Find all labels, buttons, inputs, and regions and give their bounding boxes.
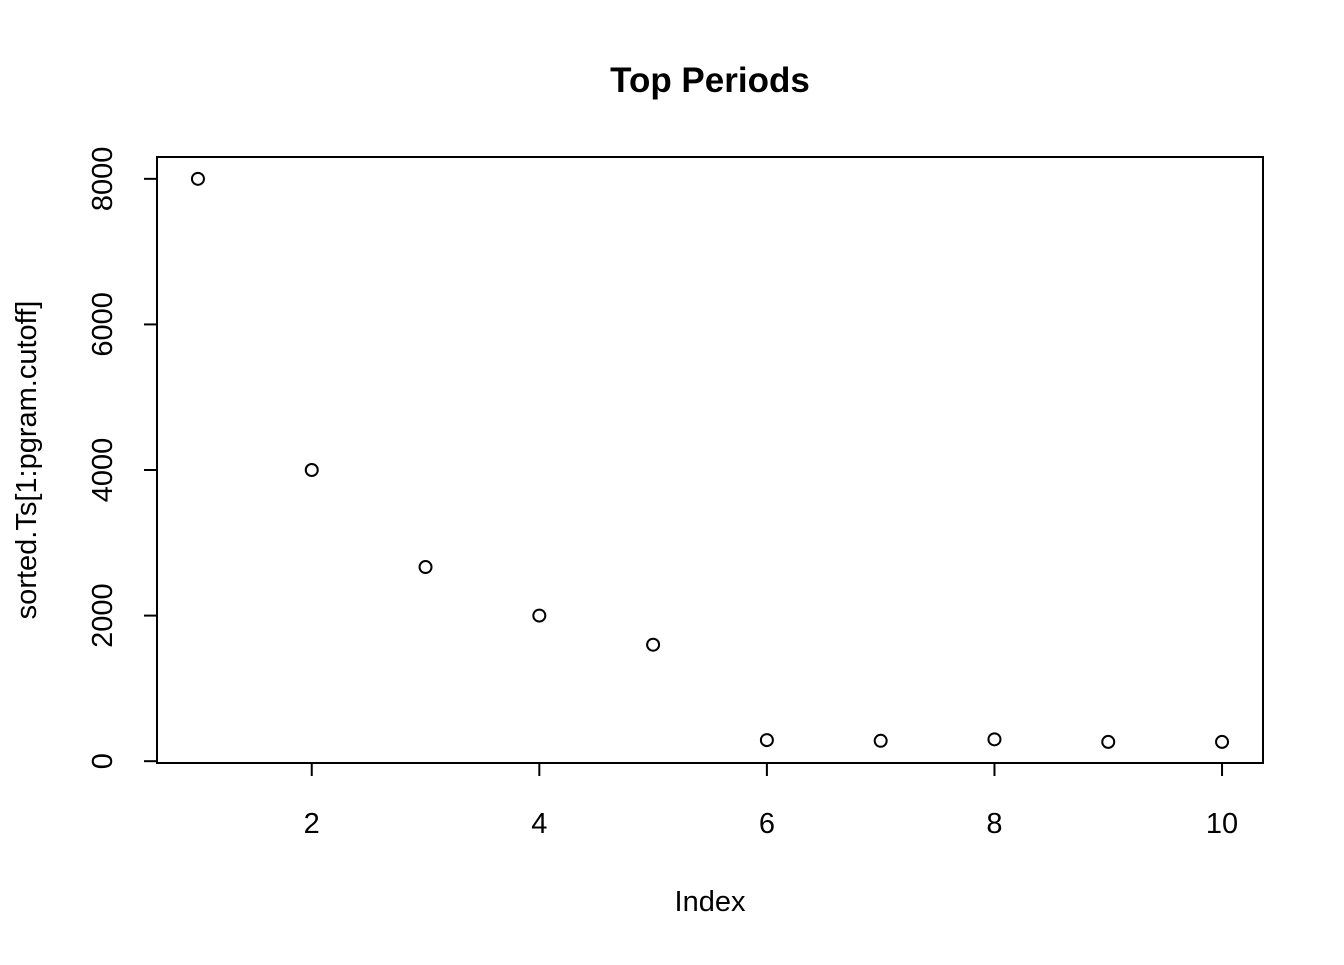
y-tick-label: 8000 (87, 147, 119, 212)
data-point (304, 463, 319, 478)
data-point (190, 171, 205, 186)
x-tick-label: 6 (759, 808, 775, 840)
x-tick-label: 2 (304, 808, 320, 840)
data-points (190, 171, 1230, 749)
chart-title: Top Periods (610, 61, 810, 100)
x-axis: 2 4 6 8 10 (304, 762, 1238, 840)
data-point (418, 560, 433, 575)
y-tick-label: 6000 (87, 292, 119, 357)
data-point (646, 637, 661, 652)
data-point (759, 733, 774, 748)
x-axis-label: Index (675, 886, 746, 918)
y-axis: 0 2000 4000 6000 8000 (87, 147, 158, 769)
x-tick-label: 8 (986, 808, 1002, 840)
y-axis-label: sorted.Ts[1:pgram.cutoff] (11, 301, 43, 620)
data-point (1101, 734, 1116, 749)
data-point (873, 733, 888, 748)
y-tick-label: 2000 (87, 583, 119, 648)
x-tick-label: 4 (531, 808, 547, 840)
data-point (532, 608, 547, 623)
y-tick-label: 4000 (87, 438, 119, 503)
plot-frame (156, 156, 1264, 764)
y-tick-label: 0 (87, 753, 119, 769)
data-point (1215, 734, 1230, 749)
data-point (987, 732, 1002, 747)
x-tick-label: 10 (1206, 808, 1238, 840)
